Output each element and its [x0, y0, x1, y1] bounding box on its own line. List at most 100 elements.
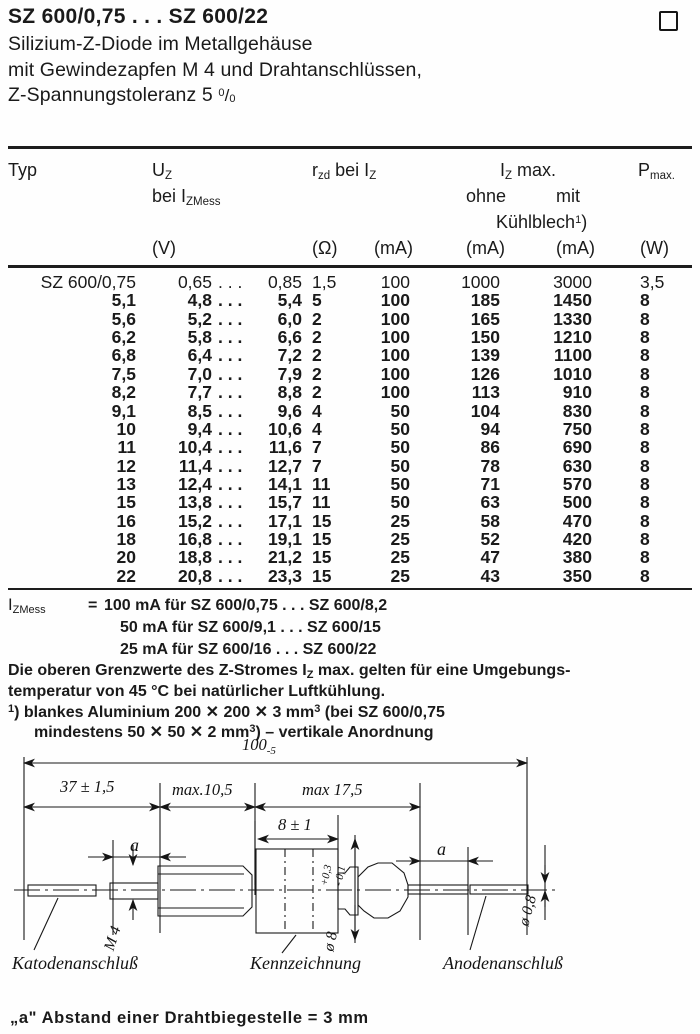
cell-uz-max: 6,6 — [277, 327, 302, 348]
cell-iz-max-mit: 3000 — [553, 272, 592, 292]
cell-uz-min: 10,4 — [177, 437, 212, 458]
cell-iz: 100 — [380, 363, 410, 384]
col-header-pmax: Pmax. — [638, 160, 675, 182]
cell-typ: 5,1 — [111, 290, 136, 311]
cell-iz-max-mit: 500 — [562, 492, 592, 513]
footnote-izmess-line-3: 25 mA für SZ 600/16 . . . SZ 600/22 — [120, 641, 377, 658]
cell-iz-max-mit: 570 — [562, 473, 592, 494]
cell-uz-max: 12,7 — [267, 455, 302, 476]
cell-uz-min: 5,2 — [187, 308, 212, 329]
component-outline-drawing: 100-5 37 ± 1,5 max.10,5 max 17,5 8 ± 1 a… — [0, 735, 700, 1005]
cell-dots: . . . — [218, 528, 243, 549]
dim-a-left: a — [130, 835, 139, 855]
cell-rzd: 2 — [312, 382, 322, 403]
cell-iz-max-ohne: 1000 — [461, 272, 500, 292]
cell-typ: 18 — [116, 528, 136, 549]
cell-rzd: 2 — [312, 363, 322, 384]
col-header-typ: Typ — [8, 160, 38, 180]
subtitle-line-2: mit Gewindezapfen M 4 und Drahtanschlüss… — [8, 58, 423, 81]
cell-uz-min: 0,65 — [177, 272, 212, 292]
col-header-mit: mit — [556, 186, 580, 206]
cell-dots: . . . — [218, 492, 243, 513]
col-unit-ma-mit: (mA) — [556, 238, 595, 258]
cell-uz-min: 9,4 — [187, 418, 212, 439]
cell-iz-max-mit: 1450 — [553, 290, 592, 311]
footnote-izmess-line-1: 100 mA für SZ 600/0,75 . . . SZ 600/8,2 — [104, 597, 388, 614]
cell-typ: 6,8 — [111, 345, 136, 366]
cell-iz: 100 — [380, 308, 410, 329]
cell-pmax: 8 — [640, 400, 650, 421]
dim-a-right: a — [437, 839, 446, 859]
cell-iz-max-mit: 1010 — [553, 363, 592, 384]
cell-uz-max: 11,6 — [268, 437, 302, 458]
cell-typ: SZ 600/0,75 — [40, 272, 136, 292]
cell-uz-min: 16,8 — [177, 528, 212, 549]
cell-dots: . . . — [218, 363, 243, 384]
cell-uz-max: 7,2 — [277, 345, 302, 366]
tolerance-text: Z-Spannungstoleranz 5 — [8, 83, 219, 106]
cell-iz-max-mit: 630 — [562, 455, 592, 476]
col-header-uz-bei: bei IZMess — [152, 186, 221, 208]
cell-iz-max-mit: 690 — [562, 437, 592, 458]
cell-iz: 25 — [390, 510, 410, 531]
cell-uz-max: 0,85 — [267, 272, 302, 292]
dim-8-pm-1: 8 ± 1 — [278, 815, 312, 834]
cell-pmax: 8 — [640, 308, 650, 329]
dim-max-105: max.10,5 — [172, 780, 233, 799]
cell-typ: 15 — [116, 492, 136, 513]
cell-typ: 22 — [116, 565, 136, 586]
subtitle-line-3: Z-Spannungstoleranz 5 0/0 — [8, 83, 638, 108]
col-unit-ma-ohne: (mA) — [466, 238, 505, 258]
cell-uz-max: 19,1 — [267, 528, 302, 549]
cell-typ: 11 — [117, 437, 137, 458]
footnote-ambient-line-1: Die oberen Grenzwerte des Z-Stromes IZ m… — [8, 662, 571, 681]
cell-iz-max-ohne: 104 — [470, 400, 500, 421]
page-title: SZ 600/0,75 . . . SZ 600/22 — [8, 5, 269, 28]
cell-pmax: 3,5 — [640, 272, 665, 292]
cell-rzd: 7 — [312, 455, 322, 476]
cell-uz-min: 11,4 — [178, 455, 212, 476]
cell-typ: 16 — [116, 510, 136, 531]
label-marking: Kennzeichnung — [250, 953, 361, 973]
drawing-caption: „a" Abstand einer Drahtbiegestelle = 3 m… — [10, 1009, 369, 1027]
cell-iz-max-mit: 420 — [562, 528, 592, 549]
cell-dots: . . . — [218, 400, 243, 421]
cell-typ: 10 — [116, 418, 136, 439]
col-header-rzd: rzd bei IZ — [312, 160, 377, 182]
cell-uz-max: 21,2 — [267, 547, 302, 568]
cell-iz-max-ohne: 58 — [480, 510, 500, 531]
cell-rzd: 11 — [312, 473, 331, 494]
footnote-izmess-label: IZMess — [8, 596, 46, 616]
footnote-izmess-eq: = — [88, 597, 98, 614]
cell-pmax: 8 — [640, 547, 650, 568]
cell-rzd: 15 — [312, 565, 332, 586]
cell-dots: . . . — [218, 382, 243, 403]
cell-uz-min: 7,0 — [187, 363, 212, 384]
cell-iz: 50 — [390, 418, 410, 439]
cell-iz-max-mit: 350 — [562, 565, 592, 586]
col-unit-watt: (W) — [640, 238, 669, 258]
cell-pmax: 8 — [640, 327, 650, 348]
cell-iz: 100 — [380, 327, 410, 348]
cell-rzd: 15 — [312, 528, 332, 549]
cell-typ: 13 — [116, 473, 136, 494]
cell-iz-max-ohne: 52 — [480, 528, 500, 549]
cell-pmax: 8 — [640, 437, 650, 458]
cell-iz-max-mit: 910 — [562, 382, 592, 403]
cell-iz-max-mit: 1210 — [553, 327, 592, 348]
cell-iz-max-mit: 1330 — [553, 308, 592, 329]
cell-iz: 50 — [390, 455, 410, 476]
cell-uz-max: 17,1 — [267, 510, 302, 531]
cell-iz-max-ohne: 113 — [471, 382, 500, 403]
cell-pmax: 8 — [640, 345, 650, 366]
table-header-rule — [8, 265, 692, 268]
cell-iz-max-mit: 830 — [562, 400, 592, 421]
col-unit-ma-rzd: (mA) — [374, 238, 413, 258]
cell-rzd: 2 — [312, 327, 322, 348]
cell-dots: . . . — [218, 565, 243, 586]
cell-dots: . . . — [218, 345, 243, 366]
cell-pmax: 8 — [640, 382, 650, 403]
cell-uz-max: 10,6 — [267, 418, 302, 439]
cell-dots: . . . — [218, 290, 243, 311]
col-unit-ohm: (Ω) — [312, 238, 338, 258]
